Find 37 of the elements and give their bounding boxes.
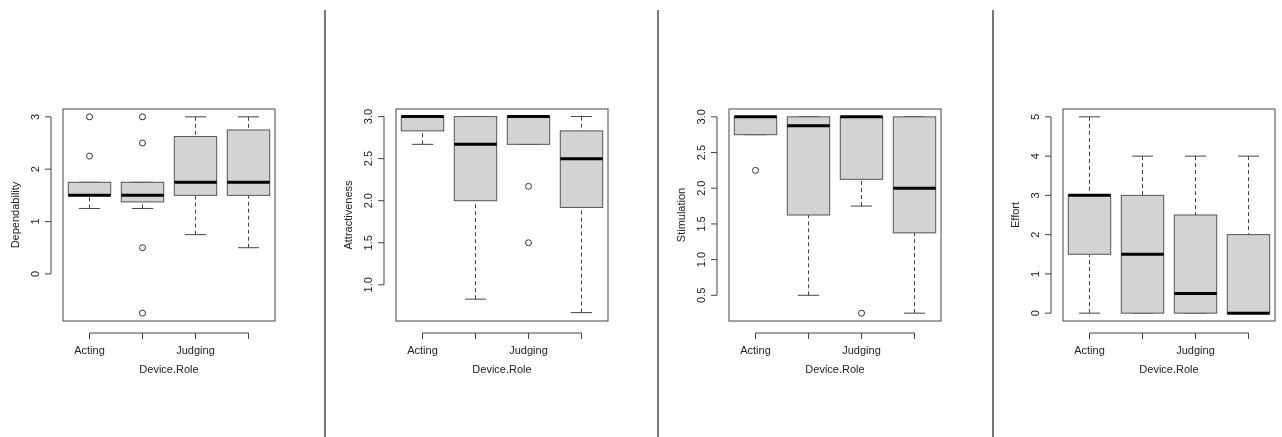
x-tick-label: Acting <box>407 344 438 356</box>
y-tick-label: 1.5 <box>362 235 374 251</box>
x-tick-label: Judging <box>1176 344 1215 356</box>
y-tick-label: 1.0 <box>695 251 707 268</box>
y-tick-label: 3 <box>29 113 41 120</box>
y-tick-label: 2 <box>29 166 41 173</box>
y-tick-label: 4 <box>1029 153 1041 160</box>
y-tick-label: 1.5 <box>695 216 707 232</box>
y-tick-label: 1.0 <box>362 277 374 293</box>
y-tick-label: 0 <box>1029 310 1041 317</box>
y-tick-label: 3 <box>1029 192 1041 199</box>
y-tick-label: 2.0 <box>362 193 374 209</box>
y-axis-title: Attractiveness <box>342 179 354 250</box>
x-axis-title: Device.Role <box>472 363 532 375</box>
y-tick-label: 0.5 <box>695 287 707 303</box>
y-tick-label: 2.5 <box>362 150 374 167</box>
y-tick-label: 1 <box>29 218 41 225</box>
x-axis-title: Device.Role <box>139 363 199 375</box>
y-axis-title: Dependability <box>9 181 21 249</box>
y-axis-title: Effort <box>1009 201 1021 229</box>
x-axis-title: Device.Role <box>805 363 865 375</box>
y-tick-label: 3.0 <box>695 109 707 125</box>
y-tick-label: 2.5 <box>695 144 707 161</box>
x-tick-label: Judging <box>176 344 215 356</box>
x-tick-label: Acting <box>740 344 771 356</box>
x-axis-title: Device.Role <box>1139 363 1199 375</box>
y-axis-title: Stimulation <box>675 187 687 243</box>
x-tick-label: Judging <box>509 344 548 356</box>
y-tick-label: 0 <box>29 270 41 277</box>
x-tick-label: Judging <box>842 344 881 356</box>
y-tick-label: 2.0 <box>695 180 707 196</box>
y-tick-label: 3.0 <box>362 108 374 125</box>
y-tick-label: 1 <box>1029 270 1041 277</box>
x-tick-label: Acting <box>1074 344 1105 356</box>
y-tick-label: 2 <box>1029 231 1041 238</box>
y-tick-label: 5 <box>1029 113 1041 120</box>
x-tick-label: Acting <box>74 344 105 356</box>
